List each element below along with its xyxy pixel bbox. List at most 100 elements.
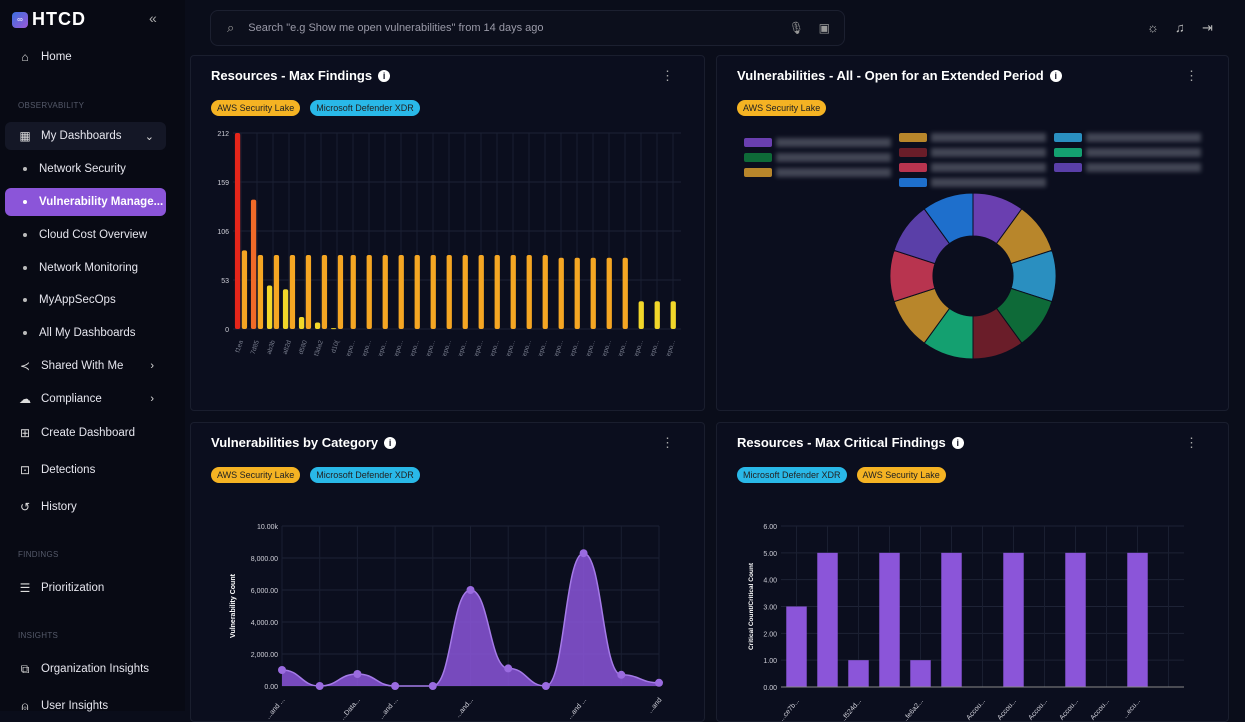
- bar[interactable]: [330, 328, 337, 330]
- data-point[interactable]: [315, 682, 324, 690]
- bar[interactable]: [817, 552, 838, 687]
- data-point[interactable]: [504, 664, 513, 673]
- sidebar-item-cloud-cost[interactable]: Cloud Cost Overview: [5, 221, 166, 249]
- more-options-icon[interactable]: ⋮: [661, 435, 674, 450]
- sidebar-item-network-monitoring[interactable]: Network Monitoring: [5, 254, 166, 282]
- bar[interactable]: [366, 255, 372, 329]
- bar[interactable]: [298, 316, 305, 329]
- data-point[interactable]: [353, 670, 362, 678]
- legend-swatch[interactable]: [1054, 163, 1082, 172]
- bell-icon[interactable]: ♫: [1175, 20, 1185, 35]
- sidebar-item-create-dashboard[interactable]: ⊞ Create Dashboard: [5, 419, 166, 447]
- sidebar-item-home[interactable]: ⌂ Home: [5, 43, 166, 71]
- bar[interactable]: [910, 660, 931, 687]
- add-grid-icon: ⊞: [19, 426, 31, 440]
- legend-swatch[interactable]: [899, 148, 927, 157]
- info-icon[interactable]: i: [378, 69, 391, 82]
- bar[interactable]: [382, 255, 388, 329]
- bar[interactable]: [786, 606, 807, 688]
- sidebar-item-detections[interactable]: ⊡ Detections: [5, 456, 166, 484]
- bar[interactable]: [590, 257, 596, 329]
- search-input[interactable]: [248, 22, 769, 34]
- bar[interactable]: [446, 255, 452, 329]
- bar[interactable]: [622, 257, 628, 329]
- more-options-icon[interactable]: ⋮: [1185, 435, 1198, 450]
- legend-swatch[interactable]: [744, 138, 772, 147]
- bar[interactable]: [574, 257, 580, 329]
- data-point[interactable]: [466, 586, 475, 594]
- bar[interactable]: [879, 552, 900, 687]
- donut-slice[interactable]: [923, 192, 974, 245]
- bar[interactable]: [1065, 552, 1086, 687]
- bar[interactable]: [478, 255, 484, 329]
- bar[interactable]: [289, 255, 296, 329]
- bar[interactable]: [606, 257, 612, 329]
- logout-icon[interactable]: ⇥: [1202, 20, 1213, 35]
- data-point[interactable]: [391, 682, 400, 690]
- bar[interactable]: [257, 255, 264, 329]
- legend-swatch[interactable]: [1054, 133, 1082, 142]
- sidebar-item-myappsecops[interactable]: MyAppSecOps: [5, 286, 166, 314]
- bar[interactable]: [462, 255, 468, 329]
- legend-swatch[interactable]: [744, 153, 772, 162]
- bar[interactable]: [510, 255, 516, 329]
- more-options-icon[interactable]: ⋮: [661, 68, 674, 83]
- bar[interactable]: [941, 552, 962, 687]
- data-point[interactable]: [541, 682, 550, 690]
- sidebar-item-vulnerability-management[interactable]: Vulnerability Manage...: [5, 188, 166, 216]
- calendar-icon[interactable]: ▣: [818, 21, 830, 35]
- bar[interactable]: [430, 255, 436, 329]
- sidebar-item-network-security[interactable]: Network Security: [5, 155, 166, 183]
- data-point[interactable]: [655, 678, 663, 687]
- bar[interactable]: [638, 301, 644, 329]
- bar[interactable]: [542, 255, 548, 329]
- legend-swatch[interactable]: [899, 178, 927, 187]
- bar[interactable]: [337, 255, 344, 329]
- info-icon[interactable]: i: [384, 436, 397, 449]
- bar[interactable]: [848, 660, 869, 687]
- bar[interactable]: [654, 301, 660, 329]
- sidebar-item-my-dashboards[interactable]: ▦ My Dashboards ⌄: [5, 122, 166, 150]
- bar[interactable]: [1003, 552, 1024, 687]
- sidebar-item-all-dashboards[interactable]: All My Dashboards: [5, 319, 166, 347]
- bar[interactable]: [321, 255, 328, 329]
- info-icon[interactable]: i: [951, 436, 964, 449]
- sidebar-item-prioritization[interactable]: ☰ Prioritization: [5, 574, 166, 602]
- legend-swatch[interactable]: [744, 168, 772, 177]
- data-point[interactable]: [579, 549, 588, 558]
- bar[interactable]: [234, 133, 241, 329]
- bar[interactable]: [526, 255, 532, 329]
- bar[interactable]: [314, 322, 321, 329]
- data-point[interactable]: [617, 670, 626, 679]
- sidebar-item-org-insights[interactable]: ⧉ Organization Insights: [5, 655, 166, 683]
- bar[interactable]: [350, 255, 356, 329]
- bar[interactable]: [282, 289, 289, 329]
- legend-swatch[interactable]: [899, 133, 927, 142]
- sidebar-item-user-insights[interactable]: ⍝ User Insights: [5, 692, 166, 720]
- sidebar-item-compliance[interactable]: ☁ Compliance ›: [5, 385, 166, 413]
- bar[interactable]: [494, 255, 500, 329]
- data-point[interactable]: [428, 682, 437, 690]
- bar[interactable]: [1127, 552, 1148, 687]
- legend-swatch[interactable]: [899, 163, 927, 172]
- bar[interactable]: [558, 257, 564, 329]
- microphone-icon[interactable]: 🎙︎: [788, 21, 804, 35]
- sidebar-item-shared[interactable]: ≺ Shared With Me ›: [5, 352, 166, 380]
- bar[interactable]: [273, 255, 280, 329]
- bar[interactable]: [398, 255, 404, 329]
- more-options-icon[interactable]: ⋮: [1185, 68, 1198, 83]
- bar[interactable]: [250, 199, 257, 329]
- bar[interactable]: [241, 250, 248, 329]
- data-point[interactable]: [278, 666, 286, 674]
- legend-swatch[interactable]: [1054, 148, 1082, 157]
- bar[interactable]: [305, 255, 312, 329]
- bar[interactable]: [414, 255, 420, 329]
- search-bar[interactable]: ⌕ 🎙︎ ▣: [210, 10, 845, 46]
- info-icon[interactable]: i: [1049, 69, 1062, 82]
- bar[interactable]: [266, 285, 273, 329]
- sidebar-item-history[interactable]: ↺ History: [5, 493, 166, 521]
- theme-toggle-icon[interactable]: ☼: [1147, 20, 1159, 35]
- logo[interactable]: ∞ HTCD: [12, 9, 86, 30]
- bar[interactable]: [670, 301, 676, 329]
- collapse-sidebar-icon[interactable]: «: [149, 10, 157, 26]
